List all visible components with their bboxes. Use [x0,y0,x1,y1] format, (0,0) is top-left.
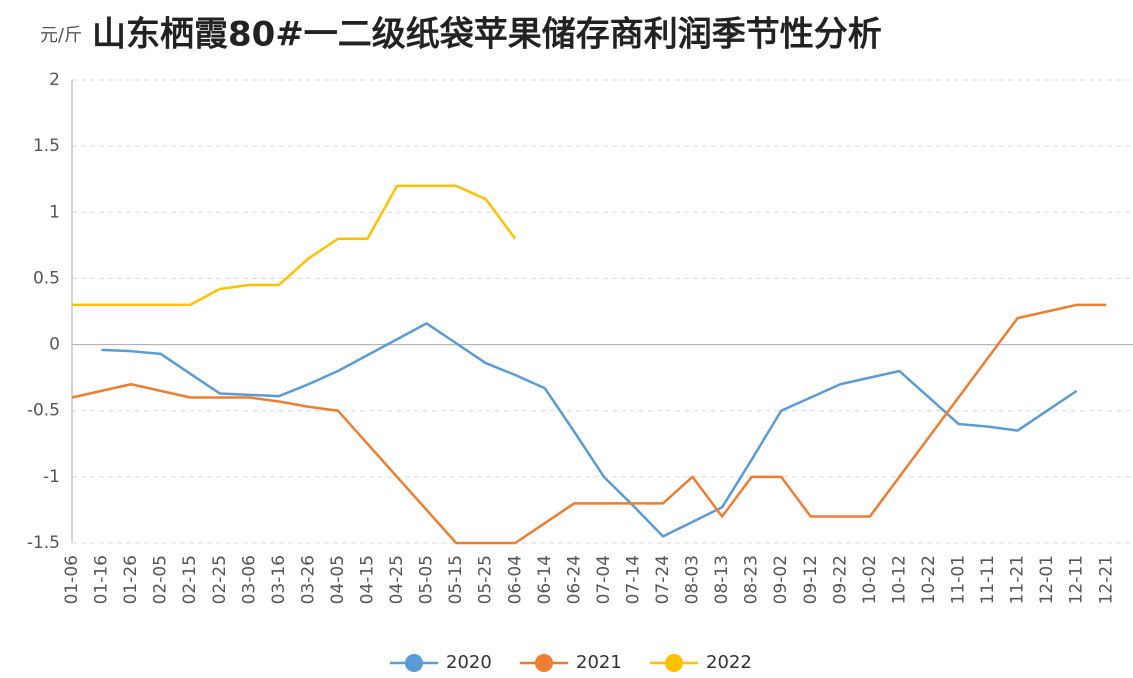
legend-marker [405,654,423,672]
x-tick-label: 02-15 [180,555,200,604]
x-tick-label: 03-16 [269,555,289,604]
chart-title: 山东栖霞80#一二级纸袋苹果储存商利润季节性分析 [92,15,882,55]
y-tick-label: 1.5 [33,136,60,156]
y-tick-label: 1 [49,202,60,222]
x-tick-label: 01-06 [62,555,82,604]
x-tick-label: 04-25 [387,555,407,604]
y-tick-label: -1 [43,467,60,487]
legend-label: 2022 [706,652,752,673]
series-line [71,303,1107,545]
x-tick-label: 06-04 [505,555,525,604]
x-tick-label: 07-04 [594,555,614,604]
x-tick-label: 10-22 [919,555,939,604]
x-tick-label: 09-02 [771,555,791,604]
x-tick-label: 06-24 [564,555,584,604]
x-tick-label: 03-26 [298,555,318,604]
y-tick-label: 2 [49,70,60,90]
x-tick-label: 08-03 [683,555,703,604]
x-tick-label: 11-11 [978,555,998,604]
x-tick-label: 02-05 [151,555,171,604]
x-tick-label: 05-05 [417,555,437,604]
x-tick-label: 08-13 [712,555,732,604]
x-tick-label: 03-06 [239,555,259,604]
x-tick-label: 04-05 [328,555,348,604]
x-tick-label: 06-14 [535,555,555,604]
x-tick-label: 09-12 [801,555,821,604]
x-tick-label: 05-25 [476,555,496,604]
x-tick-label: 09-22 [830,555,850,604]
legend-label: 2021 [576,652,622,673]
y-tick-label: 0 [49,335,60,355]
series-line [72,184,517,307]
x-tick-label: 12-11 [1067,555,1087,604]
y-tick-label: -1.5 [27,533,60,553]
x-tick-label: 10-12 [889,555,909,604]
y-axis-unit: 元/斤 [40,25,82,46]
legend-label: 2020 [446,652,492,673]
legend-marker [535,654,553,672]
x-tick-label: 04-15 [358,555,378,604]
x-tick-label: 01-26 [121,555,141,604]
x-tick-label: 11-01 [949,555,969,604]
y-tick-label: -0.5 [27,401,60,421]
x-tick-label: 02-25 [210,555,230,604]
legend-marker [665,654,683,672]
x-tick-label: 08-23 [742,555,762,604]
x-tick-label: 07-14 [623,555,643,604]
x-tick-label: 01-16 [92,555,112,604]
x-tick-label: 11-21 [1008,555,1028,604]
x-tick-label: 07-24 [653,555,673,604]
x-tick-label: 12-21 [1096,555,1116,604]
x-tick-label: 05-15 [446,555,466,604]
x-tick-label: 10-02 [860,555,880,604]
series-line [101,322,1078,538]
y-tick-label: 0.5 [33,268,60,288]
x-tick-label: 12-01 [1037,555,1057,604]
